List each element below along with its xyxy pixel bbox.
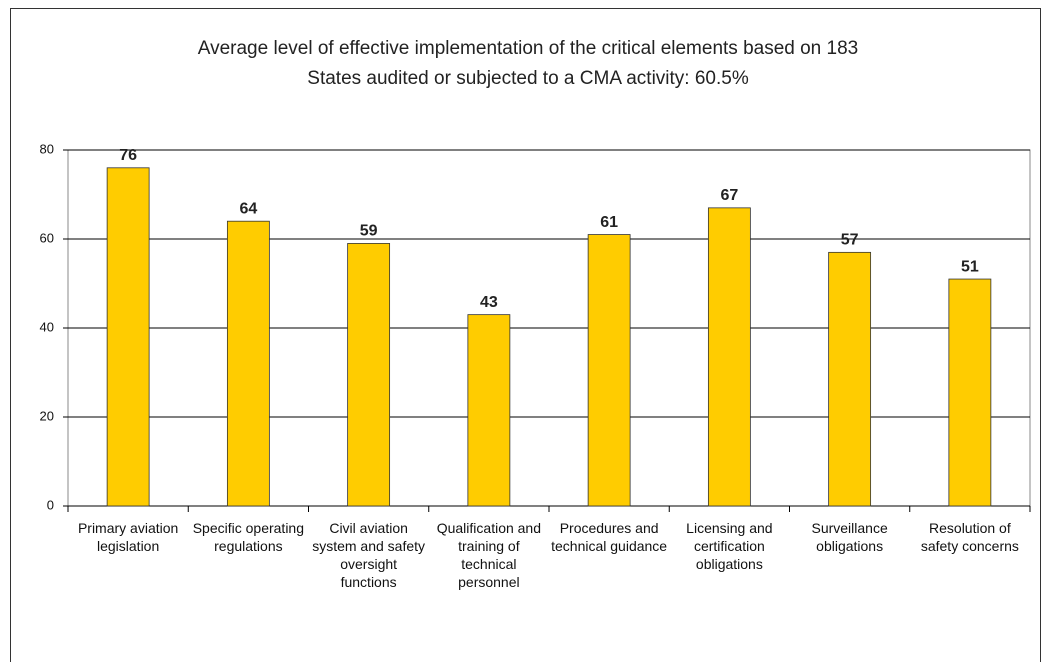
bar (828, 251, 872, 507)
bar (587, 234, 631, 507)
value-label: 67 (720, 187, 738, 204)
x-tick-label: Qualification and training of technical … (436, 520, 542, 590)
y-tick-label: 80 (40, 141, 54, 156)
x-tick-label: Resolution of safety concerns (920, 520, 1019, 554)
y-tick-label: 20 (40, 408, 54, 423)
x-tick-label: Specific operating regulations (192, 520, 305, 554)
bar (106, 167, 150, 507)
value-label: 76 (119, 147, 137, 164)
value-label: 61 (600, 214, 618, 231)
value-label: 59 (360, 223, 378, 240)
frame-border (10, 8, 1041, 662)
bar (948, 278, 992, 507)
x-tick-label: Surveillance obligations (811, 520, 888, 554)
y-tick-label: 0 (47, 497, 54, 512)
chart-title: Average level of effective implementatio… (197, 38, 859, 89)
value-label: 51 (961, 258, 979, 275)
value-label: 57 (841, 232, 859, 249)
bar (467, 314, 511, 507)
value-label: 43 (480, 294, 498, 311)
bar (347, 243, 391, 507)
value-label: 64 (239, 200, 257, 217)
x-tick-label: Primary aviation legislation (77, 520, 179, 554)
x-tick-label: Licensing and certification obligations (686, 520, 773, 572)
bar (707, 207, 751, 507)
y-tick-label: 40 (40, 319, 54, 334)
x-tick-label: Civil aviation system and safety oversig… (312, 520, 426, 590)
y-tick-label: 60 (40, 230, 54, 245)
x-tick-label: Procedures and technical guidance (551, 520, 668, 554)
bar (226, 220, 270, 507)
